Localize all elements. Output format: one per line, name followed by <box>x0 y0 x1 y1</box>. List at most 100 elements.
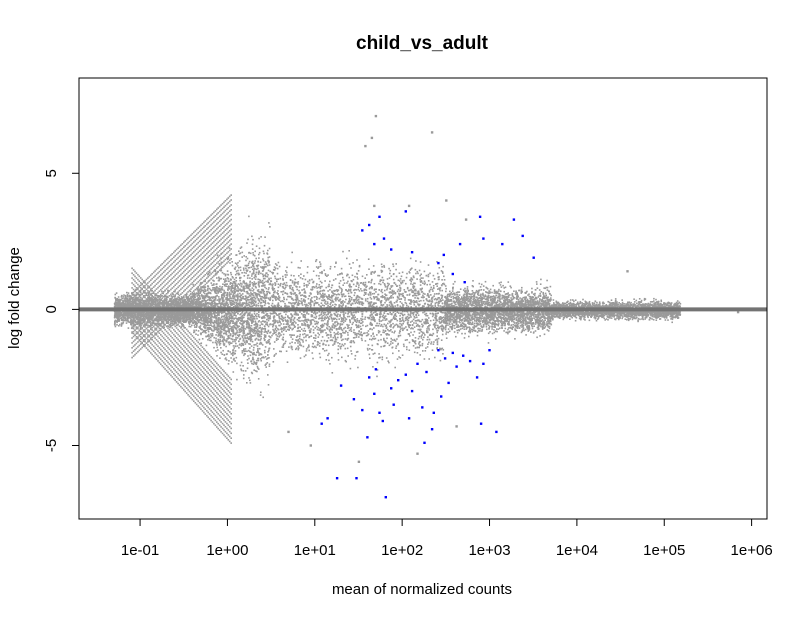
point <box>231 338 234 341</box>
point <box>121 316 124 318</box>
point <box>191 312 193 315</box>
point <box>264 346 267 348</box>
point <box>195 317 198 320</box>
point <box>228 280 230 282</box>
point <box>183 321 186 323</box>
point <box>188 317 190 319</box>
point <box>115 313 118 315</box>
point <box>189 325 192 328</box>
point <box>198 316 201 319</box>
point <box>177 316 180 318</box>
point <box>243 289 245 291</box>
point <box>230 314 233 316</box>
point <box>230 271 232 274</box>
point <box>178 311 180 313</box>
point <box>214 314 217 317</box>
point <box>114 296 116 299</box>
point <box>187 314 190 317</box>
point <box>226 299 229 302</box>
point <box>234 273 237 276</box>
point <box>226 258 229 261</box>
point <box>249 252 252 255</box>
point <box>188 325 190 328</box>
point <box>253 369 255 371</box>
point <box>201 328 203 331</box>
point <box>257 332 260 335</box>
point <box>186 319 188 321</box>
point <box>255 264 258 267</box>
point <box>200 342 203 344</box>
point <box>182 318 185 321</box>
point <box>175 317 177 319</box>
point <box>252 321 255 323</box>
point <box>249 270 251 273</box>
point <box>133 312 135 314</box>
point <box>143 311 146 313</box>
point <box>133 317 136 319</box>
point <box>176 319 178 321</box>
point <box>206 320 209 322</box>
point <box>259 324 261 327</box>
point <box>227 350 230 352</box>
point <box>255 257 257 260</box>
point <box>197 301 199 303</box>
point <box>207 312 210 315</box>
point <box>218 344 221 346</box>
point <box>133 298 136 300</box>
point <box>242 327 244 329</box>
point <box>175 310 178 313</box>
point <box>172 293 174 296</box>
point <box>256 330 258 332</box>
point <box>227 274 230 276</box>
point <box>174 304 176 307</box>
point <box>240 297 243 300</box>
point <box>130 296 132 299</box>
point <box>225 333 228 336</box>
point <box>254 250 256 253</box>
point <box>244 295 247 297</box>
point <box>166 299 168 301</box>
point <box>139 304 142 307</box>
point <box>257 293 260 296</box>
point <box>165 302 167 304</box>
point <box>216 329 219 331</box>
point <box>252 283 255 285</box>
point <box>249 340 252 342</box>
point <box>249 343 251 345</box>
point <box>219 318 221 320</box>
point <box>175 299 177 302</box>
point <box>204 299 206 302</box>
point <box>244 370 247 372</box>
point <box>266 321 268 324</box>
point <box>179 312 182 314</box>
point <box>142 318 145 320</box>
point <box>238 303 241 306</box>
point <box>113 323 116 326</box>
point <box>238 344 241 346</box>
point <box>262 250 265 253</box>
point <box>115 311 118 313</box>
point <box>220 296 223 299</box>
point <box>229 317 231 320</box>
point <box>227 288 229 290</box>
point <box>251 322 253 324</box>
point <box>212 330 214 332</box>
point <box>249 305 251 308</box>
point <box>247 320 249 323</box>
point <box>268 347 270 350</box>
point <box>242 338 245 340</box>
point <box>235 315 237 317</box>
point <box>171 315 174 317</box>
point <box>223 291 226 293</box>
point <box>200 303 203 306</box>
point <box>228 360 230 362</box>
point <box>244 353 246 355</box>
point <box>236 345 239 347</box>
point <box>220 351 222 354</box>
point <box>148 299 150 301</box>
point <box>204 317 207 320</box>
point <box>229 302 232 305</box>
point <box>240 320 243 323</box>
point <box>166 313 169 315</box>
point <box>135 305 138 308</box>
